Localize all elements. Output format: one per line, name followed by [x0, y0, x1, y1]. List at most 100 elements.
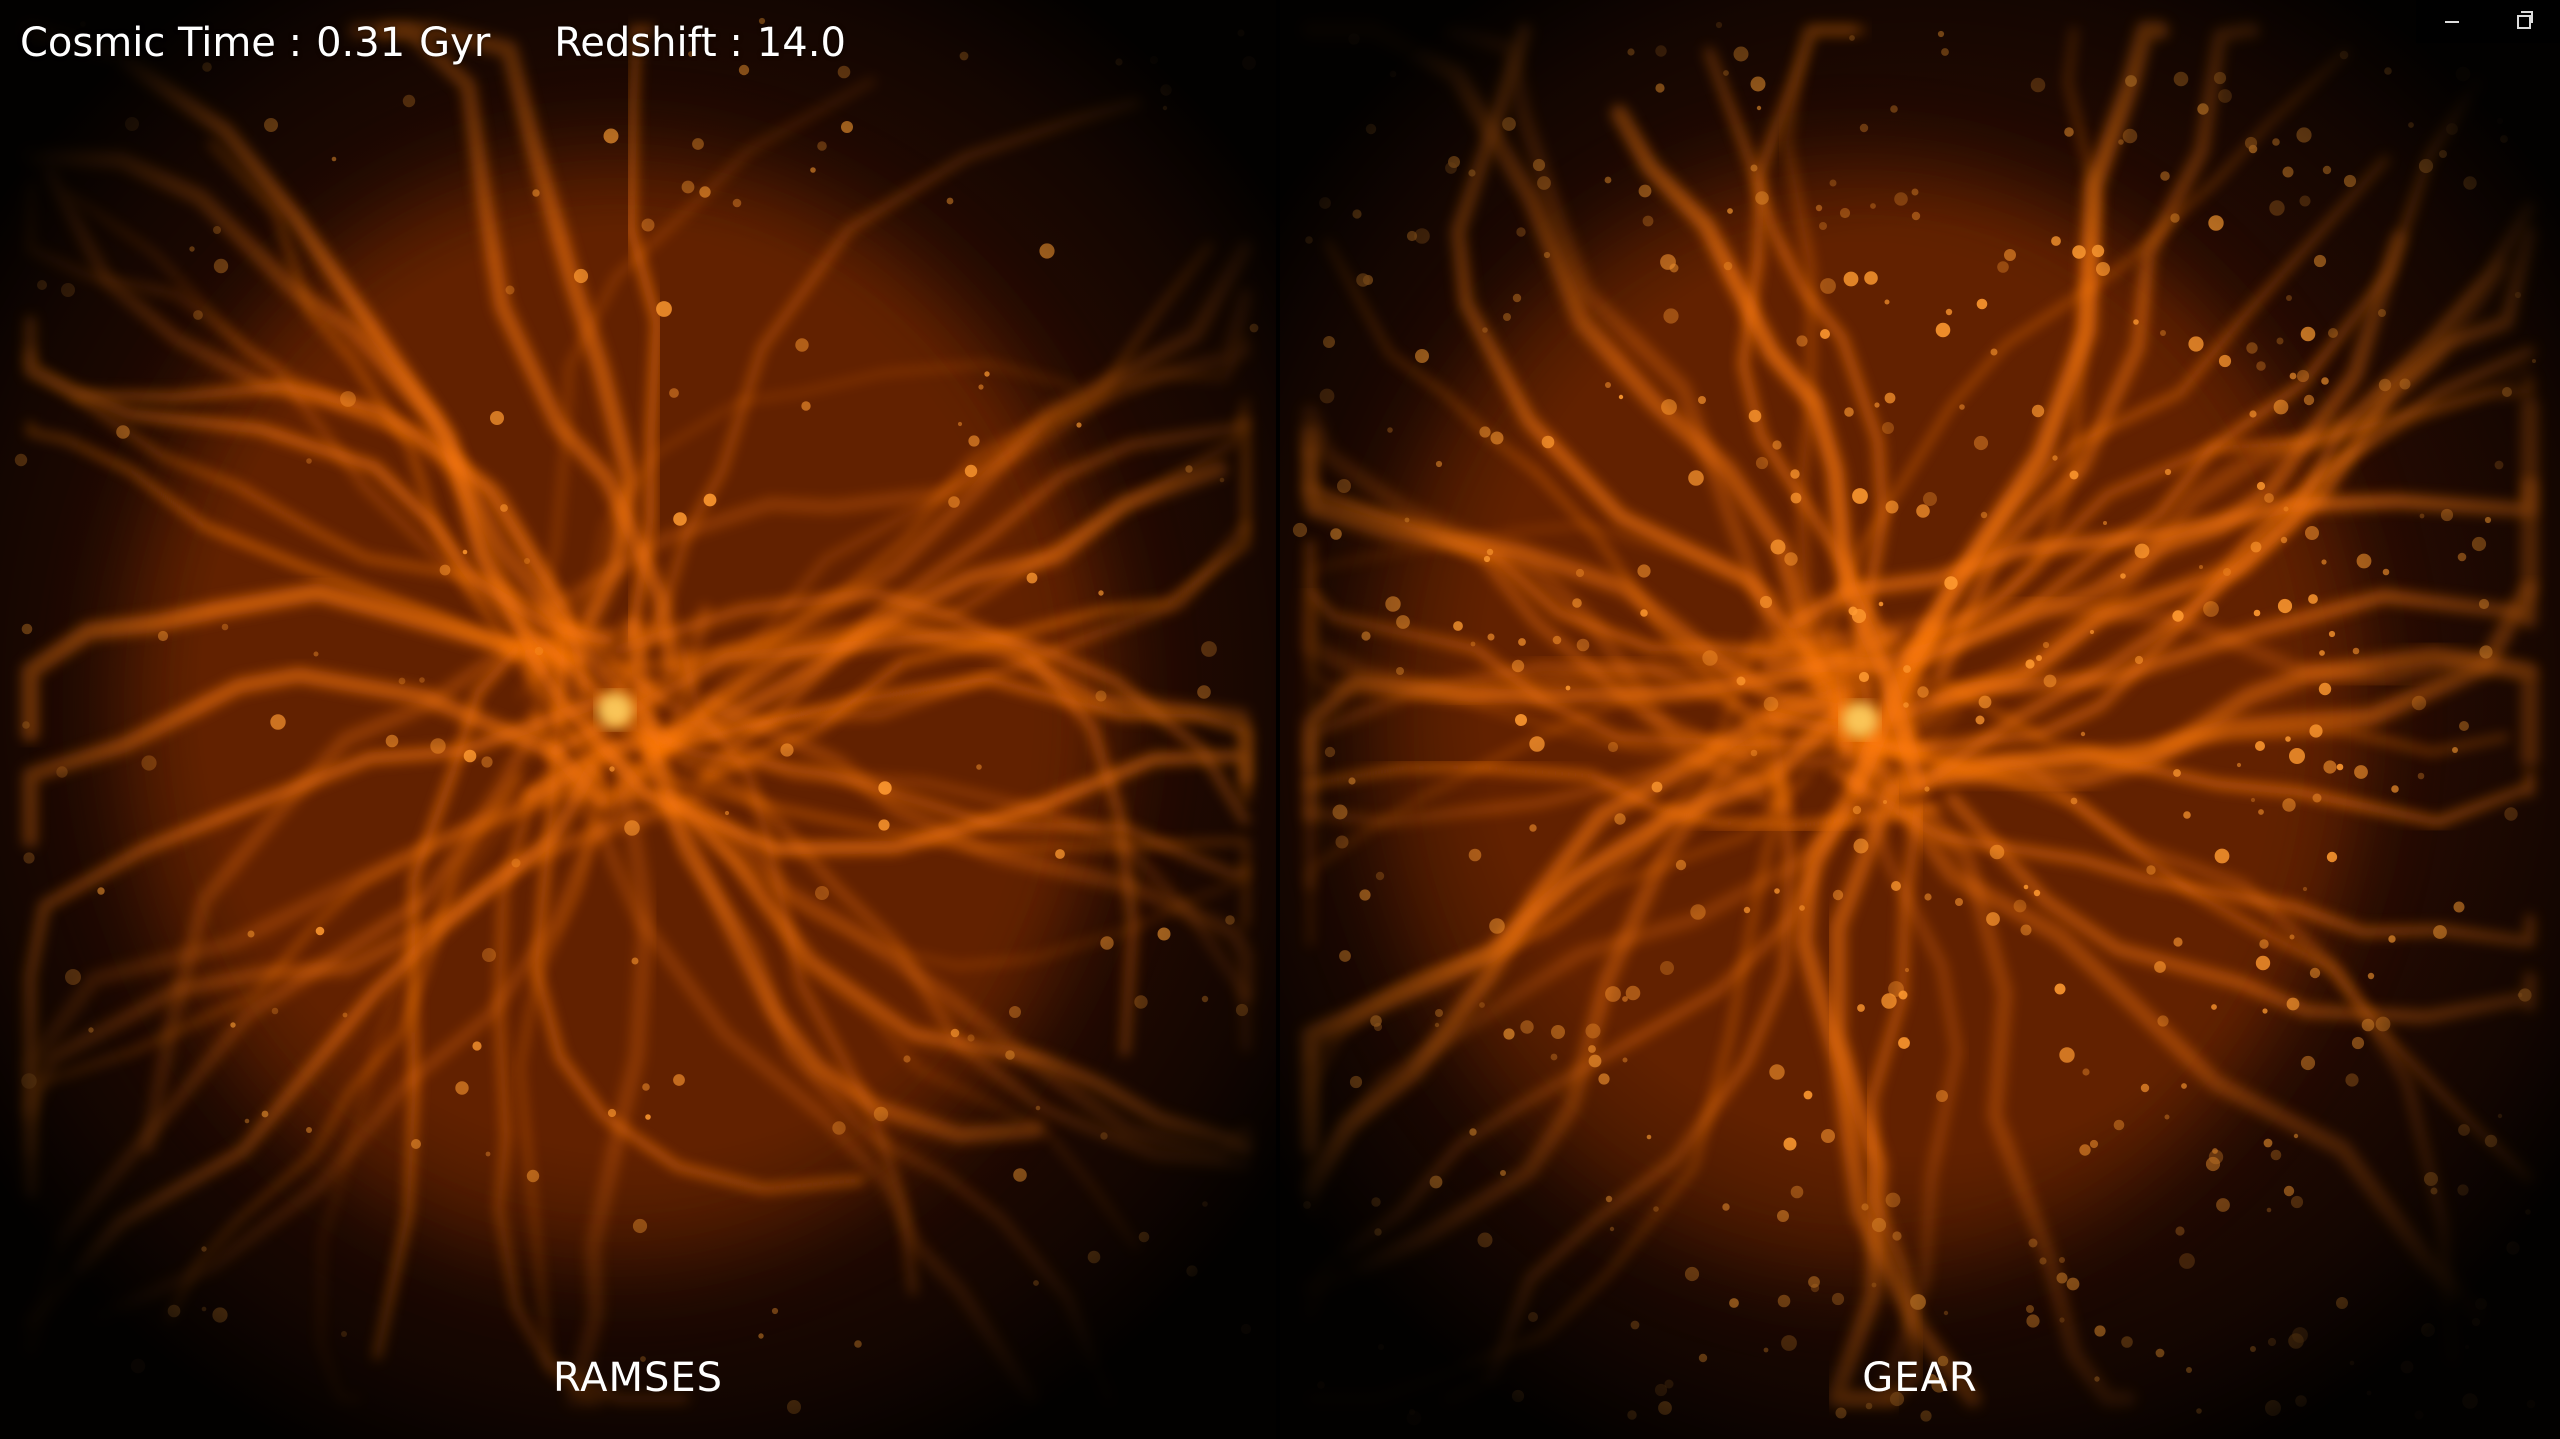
halo: [1651, 781, 1663, 793]
ramses-label: RAMSES: [552, 1355, 724, 1401]
halo: [1777, 1294, 1791, 1308]
halo: [2378, 309, 2386, 317]
halo: [1477, 1232, 1493, 1248]
halo: [2259, 939, 2269, 949]
halo: [2305, 526, 2319, 540]
halo: [1490, 431, 1504, 445]
halo: [2253, 609, 2261, 617]
halo: [1790, 469, 1800, 479]
halo: [771, 1307, 779, 1315]
halo: [607, 1108, 617, 1118]
halo: [1622, 1057, 1628, 1063]
halo: [1790, 1185, 1804, 1199]
gear-simulation-view: GEAR: [1280, 0, 2560, 1439]
central-halo: [1842, 702, 1878, 738]
halo: [2309, 967, 2321, 979]
halo: [1468, 848, 1482, 862]
halo: [2532, 359, 2536, 363]
halo: [1518, 638, 1526, 646]
halo: [2273, 399, 2289, 415]
halo: [692, 138, 704, 150]
halo: [1911, 211, 1921, 221]
halo: [1575, 568, 1585, 578]
halo: [2440, 508, 2454, 522]
halo: [2285, 736, 2291, 742]
halo: [2322, 165, 2332, 175]
halo: [1881, 993, 1897, 1009]
halo: [801, 401, 811, 411]
halo: [2157, 1015, 2169, 1027]
halo: [315, 926, 325, 936]
halo: [2433, 925, 2447, 939]
halo: [2020, 924, 2032, 936]
halo: [1627, 48, 1635, 56]
halo: [1237, 29, 1245, 37]
halo: [1944, 576, 1958, 590]
halo: [2250, 797, 2256, 803]
halo: [2263, 1138, 2273, 1148]
halo: [1997, 261, 2009, 273]
halo: [2414, 1410, 2424, 1420]
halo: [673, 1074, 685, 1086]
halo: [270, 714, 286, 730]
halo: [1858, 671, 1870, 683]
halo: [23, 852, 35, 864]
halo: [1653, 1206, 1659, 1212]
halo: [1884, 392, 1896, 404]
halo: [1844, 407, 1854, 417]
halo: [1920, 1410, 1932, 1422]
halo: [699, 186, 711, 198]
halo: [1339, 950, 1351, 962]
halo: [1565, 685, 1571, 691]
halo: [1943, 1310, 1949, 1316]
halo: [2478, 598, 2490, 610]
halo: [1529, 736, 1545, 752]
halo: [2196, 1408, 2202, 1414]
halo: [247, 930, 255, 938]
halo: [1755, 456, 1769, 470]
halo: [1935, 322, 1951, 338]
halo: [2066, 1277, 2080, 1291]
halo: [2430, 1187, 2438, 1195]
halo: [2113, 1119, 2125, 1131]
halo: [1870, 203, 1876, 209]
halo: [1503, 313, 1511, 321]
halo: [1598, 1073, 1610, 1085]
halo: [2250, 1346, 2256, 1352]
halo: [837, 65, 851, 79]
halo: [2025, 659, 2035, 669]
halo: [2212, 1148, 2218, 1154]
halo: [1235, 1003, 1249, 1017]
halo: [2277, 598, 2293, 614]
halo: [2173, 71, 2189, 87]
halo: [1197, 685, 1211, 699]
halo: [1936, 1090, 1948, 1102]
halo: [703, 493, 717, 507]
halo: [2033, 889, 2041, 897]
halo: [2411, 695, 2427, 711]
halo: [1013, 1168, 1027, 1182]
halo: [959, 51, 969, 61]
halo: [1980, 511, 1988, 519]
halo: [1576, 638, 1590, 652]
minimize-icon: [2445, 20, 2459, 23]
halo: [419, 677, 425, 683]
halo: [2256, 481, 2266, 491]
halo: [2446, 123, 2458, 135]
halo: [1941, 48, 1949, 56]
halo: [1799, 905, 1805, 911]
halo: [61, 283, 75, 297]
halo: [2223, 568, 2231, 576]
halo: [2455, 66, 2471, 82]
halo: [854, 1340, 862, 1348]
restore-button[interactable]: [2504, 7, 2544, 37]
halo: [2453, 901, 2465, 913]
halo: [1303, 1201, 1311, 1209]
halo: [2059, 1317, 2065, 1323]
ramses-density-map: [14, 17, 1259, 1414]
minimize-button[interactable]: [2432, 7, 2472, 37]
halo: [1468, 169, 1476, 177]
redshift-label: Redshift :: [554, 20, 743, 66]
halo: [1904, 967, 1910, 973]
halo: [2282, 166, 2294, 178]
